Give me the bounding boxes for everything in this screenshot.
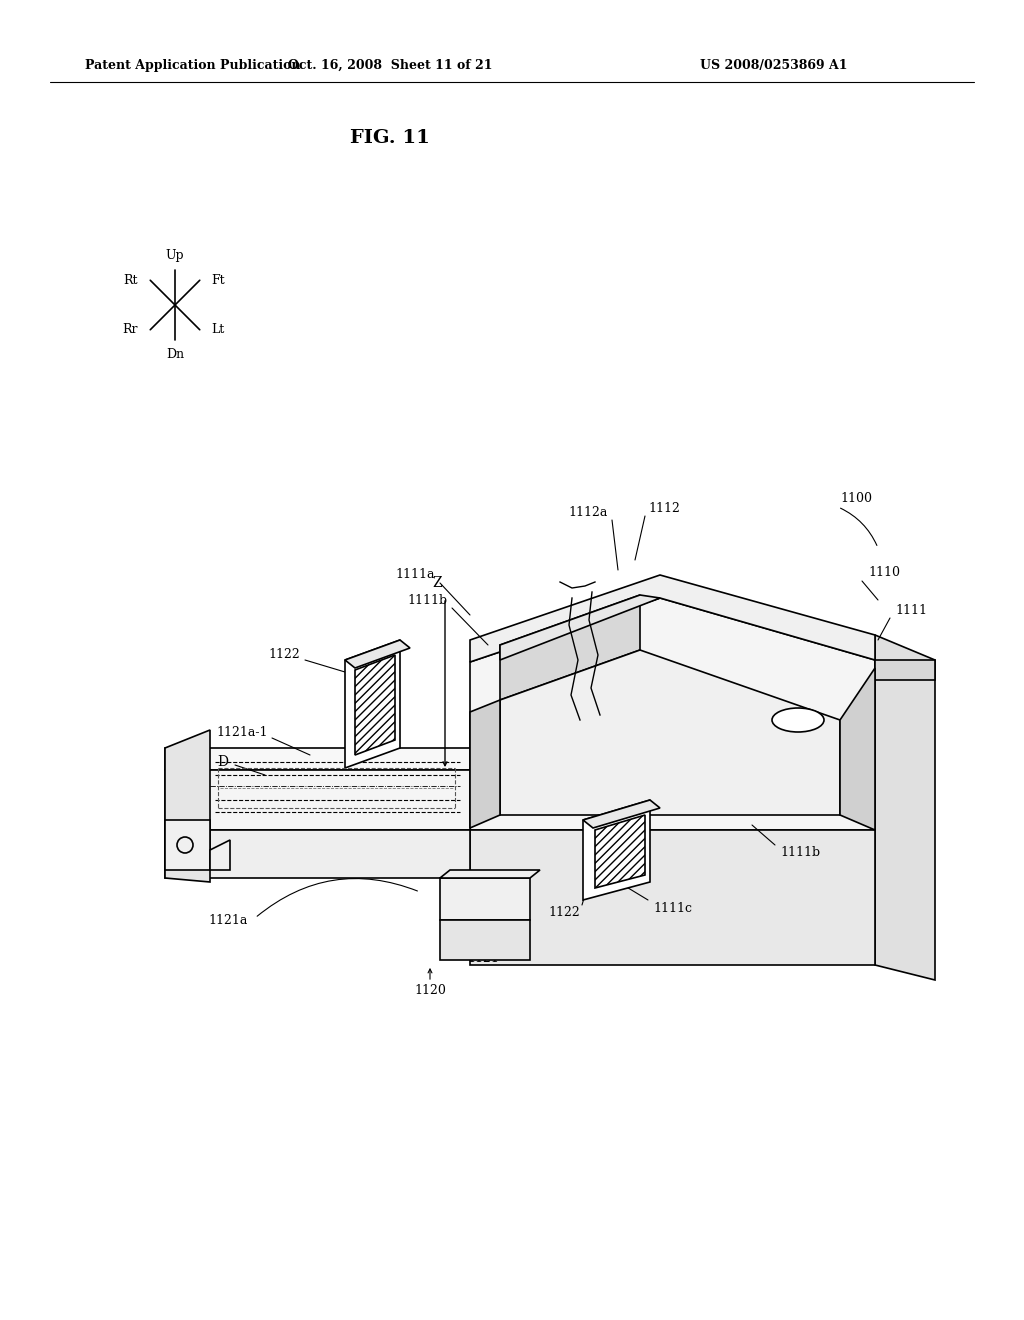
Text: 1111c: 1111c (653, 902, 692, 915)
Text: 1120: 1120 (414, 983, 445, 997)
Polygon shape (500, 649, 840, 814)
Text: 1122: 1122 (548, 906, 580, 919)
Text: Rt: Rt (124, 273, 138, 286)
Text: Oct. 16, 2008  Sheet 11 of 21: Oct. 16, 2008 Sheet 11 of 21 (288, 58, 493, 71)
Polygon shape (165, 820, 210, 870)
Text: Rr: Rr (123, 323, 138, 337)
Polygon shape (840, 668, 874, 830)
Text: Z: Z (432, 576, 441, 590)
Text: Ft: Ft (212, 273, 225, 286)
Polygon shape (470, 576, 874, 663)
Text: 1121a: 1121a (209, 913, 248, 927)
Polygon shape (500, 595, 640, 700)
Polygon shape (470, 598, 874, 830)
Polygon shape (165, 748, 470, 770)
Text: 1112: 1112 (648, 502, 680, 515)
Text: 1112a: 1112a (568, 507, 608, 520)
Ellipse shape (772, 708, 824, 733)
Polygon shape (470, 830, 874, 965)
Text: 1111a: 1111a (395, 569, 435, 582)
Text: 1100: 1100 (840, 491, 872, 504)
Polygon shape (345, 640, 410, 668)
Polygon shape (345, 640, 400, 768)
Polygon shape (595, 814, 645, 888)
Polygon shape (583, 800, 660, 828)
Text: 1111b: 1111b (408, 594, 449, 606)
Text: D: D (217, 755, 228, 770)
Polygon shape (500, 595, 660, 660)
Polygon shape (583, 800, 650, 900)
Polygon shape (440, 870, 540, 878)
Text: Up: Up (166, 249, 184, 261)
Polygon shape (165, 730, 210, 882)
Polygon shape (165, 830, 470, 878)
Text: Lt: Lt (212, 323, 225, 337)
Polygon shape (165, 770, 470, 830)
Text: 1121a-1: 1121a-1 (216, 726, 268, 738)
Polygon shape (440, 878, 530, 920)
Polygon shape (470, 700, 500, 828)
Text: 1111: 1111 (895, 603, 927, 616)
Text: Dn: Dn (166, 348, 184, 360)
Text: Patent Application Publication: Patent Application Publication (85, 58, 300, 71)
Polygon shape (355, 655, 395, 755)
Text: 1111b: 1111b (780, 846, 820, 858)
Polygon shape (874, 635, 935, 979)
Text: 1121: 1121 (467, 952, 499, 965)
Text: 1122: 1122 (268, 648, 300, 661)
Text: US 2008/0253869 A1: US 2008/0253869 A1 (700, 58, 848, 71)
Text: 1110: 1110 (868, 566, 900, 579)
Polygon shape (210, 840, 230, 870)
Polygon shape (440, 920, 530, 960)
Polygon shape (874, 660, 935, 680)
Text: FIG. 11: FIG. 11 (350, 129, 430, 147)
